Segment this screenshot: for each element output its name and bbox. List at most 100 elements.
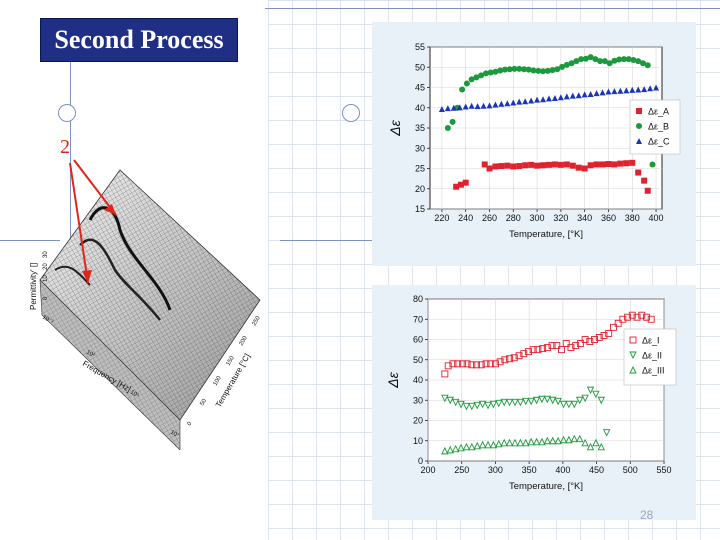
data-point xyxy=(534,162,541,169)
data-point xyxy=(462,103,469,110)
data-point xyxy=(506,355,514,363)
data-point xyxy=(457,181,464,188)
data-point xyxy=(635,58,642,65)
legend-label: Δε_III xyxy=(642,366,665,376)
data-point xyxy=(595,334,603,341)
data-point xyxy=(449,118,456,125)
data-point xyxy=(549,436,557,445)
legend-label: Δε_II xyxy=(642,351,662,361)
data-point xyxy=(586,338,594,345)
data-point xyxy=(492,101,499,108)
data-point xyxy=(540,68,547,75)
decor-circle xyxy=(342,104,360,122)
x-axis-label: Temperature, [°K] xyxy=(509,229,583,240)
data-point xyxy=(548,342,556,350)
data-point xyxy=(647,315,655,323)
data-point xyxy=(625,56,632,63)
data-point xyxy=(487,360,495,368)
data-point xyxy=(586,442,595,451)
data-point xyxy=(444,105,451,112)
data-point xyxy=(504,162,511,169)
data-point xyxy=(450,104,457,111)
data-point xyxy=(649,161,656,168)
x-tick-label: 300 xyxy=(488,465,503,475)
data-point xyxy=(498,163,505,170)
y-tick-label: 20 xyxy=(413,416,423,426)
y-tick-label: 50 xyxy=(413,355,423,365)
data-point xyxy=(592,390,600,399)
data-point xyxy=(582,55,589,62)
surface-temp-tick: 250 xyxy=(252,315,263,327)
data-point xyxy=(516,398,525,407)
data-point xyxy=(527,397,535,406)
data-point xyxy=(484,440,492,449)
data-point xyxy=(635,86,642,93)
chart-panel-1: 220 240 260 280 300 320 340 360 380 400 15 20 25 30 35… xyxy=(372,22,696,266)
data-point xyxy=(458,360,466,368)
data-point xyxy=(572,342,580,350)
data-point xyxy=(563,61,570,68)
data-point xyxy=(565,435,573,444)
surface-z-tick: 10 xyxy=(43,275,49,282)
legend-label: Δε_C xyxy=(648,137,670,147)
surface-mesh xyxy=(40,170,260,420)
y-axis-label: Δε xyxy=(387,119,403,136)
data-point xyxy=(639,60,646,67)
data-point xyxy=(492,163,499,170)
data-point xyxy=(532,437,541,446)
data-point xyxy=(617,87,624,94)
data-point xyxy=(477,361,485,369)
legend-label: Δε_B xyxy=(648,122,669,132)
data-point xyxy=(569,92,576,99)
pointer-arrow xyxy=(69,162,89,284)
arrow-head xyxy=(82,270,92,283)
data-point xyxy=(581,91,588,98)
data-point xyxy=(515,352,523,360)
data-point xyxy=(522,438,530,447)
surface-ridge xyxy=(79,238,161,321)
data-point xyxy=(486,165,493,172)
data-point xyxy=(522,162,529,169)
data-point xyxy=(451,398,460,407)
data-point xyxy=(525,348,532,356)
marker-number: 2 xyxy=(60,136,70,158)
pointer-arrow xyxy=(73,159,117,216)
x-tick-label: 250 xyxy=(454,465,469,475)
data-point xyxy=(446,445,454,454)
data-point xyxy=(592,56,599,63)
y-tick-label: 45 xyxy=(415,83,425,93)
data-point xyxy=(539,345,547,353)
data-point xyxy=(587,54,594,61)
data-point xyxy=(516,163,523,170)
legend-marker xyxy=(636,108,642,114)
data-point xyxy=(462,179,469,186)
data-point xyxy=(538,437,546,446)
data-point xyxy=(468,442,476,451)
data-point xyxy=(482,360,490,368)
data-point xyxy=(578,56,585,63)
data-point xyxy=(520,66,527,73)
data-point xyxy=(629,159,636,166)
data-point xyxy=(478,440,487,449)
y-tick-label: 60 xyxy=(413,335,423,345)
data-point xyxy=(534,346,542,354)
y-tick-label: 70 xyxy=(413,314,423,324)
data-point xyxy=(617,160,624,167)
data-point xyxy=(528,97,535,104)
data-point xyxy=(504,100,511,107)
data-point xyxy=(554,66,561,73)
data-point xyxy=(599,161,606,168)
data-point xyxy=(557,94,564,101)
data-point xyxy=(538,395,546,404)
data-point xyxy=(568,60,575,67)
data-point xyxy=(468,402,476,411)
data-point xyxy=(473,441,481,450)
data-point xyxy=(457,400,465,409)
data-point xyxy=(540,96,547,103)
surface-temp-tick: 200 xyxy=(239,335,250,347)
surface-plot-3d: Permittivity' [] 0 10 20 30 Frequency [H… xyxy=(29,169,263,450)
arrow-head xyxy=(104,204,116,215)
data-point xyxy=(644,187,651,194)
data-point xyxy=(468,102,475,109)
data-point xyxy=(592,438,600,447)
